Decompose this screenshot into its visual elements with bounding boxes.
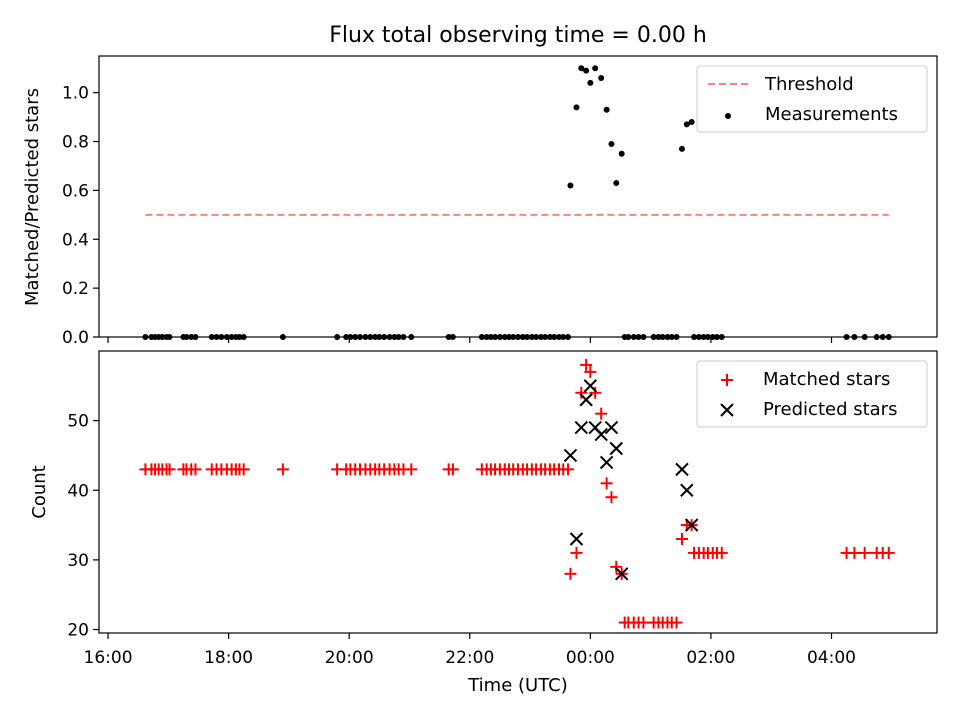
count-legend-box	[696, 360, 928, 428]
matched-star-point	[446, 463, 459, 476]
matched-star-point	[575, 386, 588, 399]
measurement-point	[587, 79, 594, 86]
ratio-y-tick-label: 0.6	[62, 181, 89, 201]
predicted-star-point	[614, 567, 629, 581]
measurement-point	[688, 118, 695, 125]
measurement-point	[603, 106, 610, 113]
x-tick-label: 02:00	[686, 648, 735, 668]
ratio-y-tick-label: 0.4	[62, 230, 89, 250]
count-legend: Matched stars Predicted stars	[696, 360, 928, 428]
legend-threshold-label: Threshold	[764, 74, 854, 95]
ratio-marks	[142, 65, 892, 340]
x-tick-label: 20:00	[325, 648, 374, 668]
predicted-star-point	[594, 427, 608, 442]
count-y-tick-label: 40	[67, 481, 89, 501]
x-tick-label: 04:00	[807, 648, 856, 668]
predicted-star-point	[599, 455, 614, 470]
measurement-point	[598, 74, 605, 81]
measurement-point	[592, 65, 599, 72]
matched-star-point	[600, 477, 613, 490]
count-y-tick-label: 50	[67, 412, 89, 432]
x-tick-label: 22:00	[445, 648, 494, 668]
legend-matched-label: Matched stars	[763, 369, 890, 390]
matched-star-point	[858, 546, 871, 559]
legend-measurements-swatch	[725, 113, 731, 119]
legend-measurements-label: Measurements	[765, 104, 898, 125]
x-tick-label: 18:00	[204, 648, 253, 668]
count-y-tick-label: 30	[67, 551, 89, 571]
measurement-point	[618, 150, 625, 157]
legend-matched-swatch	[721, 374, 733, 386]
matched-star-point	[564, 567, 577, 580]
predicted-star-point	[563, 448, 578, 463]
legend-predicted-label: Predicted stars	[763, 399, 897, 420]
count-y-axis-label: Count	[29, 465, 50, 518]
predicted-star-point	[583, 379, 598, 393]
measurement-point	[608, 140, 615, 147]
ratio-x-axis	[107, 337, 833, 343]
ratio-y-tick-label: 0.0	[62, 328, 89, 348]
matched-star-point	[595, 407, 608, 420]
measurement-point	[578, 65, 585, 72]
ratio-legend: Threshold Measurements	[696, 65, 928, 133]
count-x-axis: 16:00 18:00 20:00 22:00 00:00 02:00 04:00	[84, 633, 856, 668]
predicted-star-point	[609, 441, 623, 456]
matched-star-point	[637, 616, 650, 629]
matched-star-point	[562, 463, 575, 476]
matched-star-point	[580, 358, 593, 371]
measurement-point	[683, 121, 690, 128]
matched-star-point	[882, 546, 895, 559]
count-y-axis: 20 30 40 50	[67, 412, 99, 641]
chart-title: Flux total observing time = 0.00 h	[329, 23, 707, 48]
ratio-y-tick-label: 1.0	[62, 84, 89, 104]
matched-star-point	[276, 463, 289, 476]
predicted-star-point	[604, 420, 619, 435]
count-y-tick-label: 20	[67, 621, 89, 641]
predicted-star-point	[684, 518, 699, 532]
measurement-point	[613, 180, 620, 187]
ratio-y-axis: 0.0 0.2 0.4 0.6 0.8 1.0	[62, 84, 99, 348]
matched-star-point	[405, 463, 418, 476]
ratio-legend-box	[696, 65, 928, 133]
predicted-star-point	[574, 420, 589, 435]
predicted-star-point	[579, 393, 593, 407]
measurement-point	[583, 67, 590, 74]
matched-star-point	[589, 386, 602, 399]
ratio-y-axis-label: Matched/Predicted stars	[22, 88, 43, 306]
predicted-star-point	[680, 483, 694, 497]
measurement-point	[678, 145, 685, 152]
count-plot-frame	[98, 350, 938, 634]
ratio-plot-frame	[98, 55, 938, 338]
x-axis-label: Time (UTC)	[467, 675, 568, 696]
legend-predicted-swatch	[720, 403, 734, 417]
predicted-star-point	[569, 532, 584, 546]
ratio-y-tick-label: 0.8	[62, 133, 89, 153]
count-panel: 20 30 40 50 16:00 18:00 20:00 22:00 00:00 02:00 0…	[29, 350, 938, 696]
measurement-point	[573, 104, 580, 111]
measurement-point	[567, 182, 574, 189]
matched-star-point	[848, 546, 861, 559]
matched-star-point	[605, 491, 618, 504]
matched-star-point	[570, 546, 583, 559]
ratio-panel: 0.0 0.2 0.4 0.6 0.8 1.0 Matched/Predicted sta…	[22, 55, 938, 348]
matched-star-point	[610, 560, 623, 573]
matched-star-point	[670, 616, 683, 629]
ratio-y-tick-label: 0.2	[62, 279, 89, 299]
matched-star-point	[237, 463, 250, 476]
matched-star-point	[189, 463, 202, 476]
matched-star-point	[675, 533, 688, 545]
predicted-star-point	[675, 462, 689, 477]
x-tick-label: 16:00	[84, 648, 133, 668]
matched-star-point	[715, 546, 728, 559]
count-marks	[139, 358, 895, 629]
x-tick-label: 00:00	[566, 648, 615, 668]
matched-star-point	[584, 365, 597, 378]
matched-star-point	[163, 463, 176, 476]
